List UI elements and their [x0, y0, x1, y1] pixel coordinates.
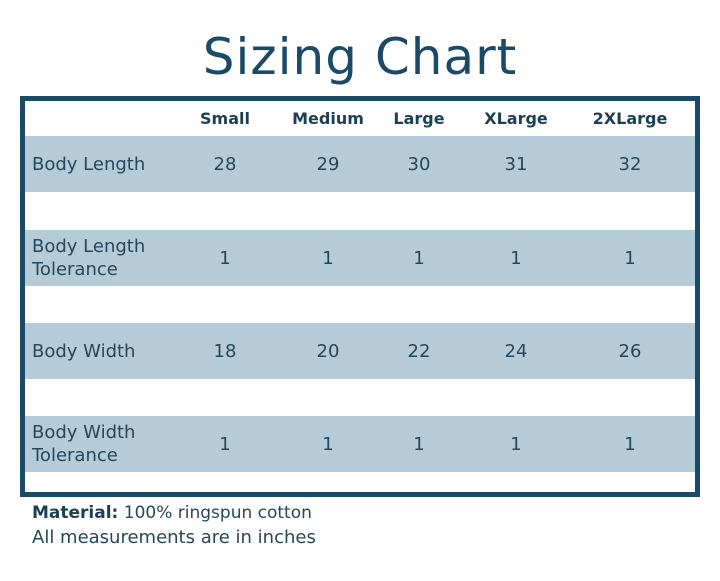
table-cell: 1: [322, 247, 334, 269]
table-cell: 1: [219, 247, 231, 269]
table-row: Body Length Tolerance 1 1 1 1 1: [25, 230, 695, 286]
measurement-note: All measurements are in inches: [32, 527, 316, 548]
table-cell: 30: [407, 153, 431, 175]
table-cell: 20: [316, 340, 340, 362]
column-header: 2XLarge: [592, 109, 668, 128]
table-cell: 1: [413, 247, 425, 269]
table-cell: 31: [504, 153, 528, 175]
table-cell: 1: [510, 433, 522, 455]
material-line: Material: 100% ringspun cotton: [32, 503, 312, 523]
table-row: Body Width 18 20 22 24 26: [25, 323, 695, 379]
page-title: Sizing Chart: [202, 28, 518, 86]
column-header: Large: [393, 109, 445, 128]
table-cell: 28: [213, 153, 237, 175]
table-header-row: Small Medium Large XLarge 2XLarge: [25, 101, 695, 136]
column-header: XLarge: [484, 109, 548, 128]
table-cell: 1: [624, 433, 636, 455]
table-cell: 1: [322, 433, 334, 455]
sizing-table: Small Medium Large XLarge 2XLarge Body L…: [20, 96, 700, 497]
table-cell: 18: [213, 340, 237, 362]
table-cell: 1: [510, 247, 522, 269]
table-cell: 29: [316, 153, 340, 175]
row-label: Body Length Tolerance: [32, 236, 146, 280]
table-row: Body Length 28 29 30 31 32: [25, 136, 695, 192]
table-cell: 1: [413, 433, 425, 455]
material-value: 100% ringspun cotton: [123, 503, 312, 523]
table-cell: 22: [407, 340, 431, 362]
row-label: Body Width: [32, 340, 136, 362]
column-header: Small: [200, 109, 250, 128]
table-cell: 1: [219, 433, 231, 455]
table-cell: 1: [624, 247, 636, 269]
table-cell: 26: [618, 340, 642, 362]
table-row: Body Width Tolerance 1 1 1 1 1: [25, 416, 695, 472]
table-cell: 24: [504, 340, 528, 362]
row-label: Body Length: [32, 153, 146, 175]
material-label: Material:: [32, 503, 119, 523]
column-header: Medium: [292, 109, 364, 128]
table-cell: 32: [618, 153, 642, 175]
row-label: Body Width Tolerance: [32, 422, 136, 466]
